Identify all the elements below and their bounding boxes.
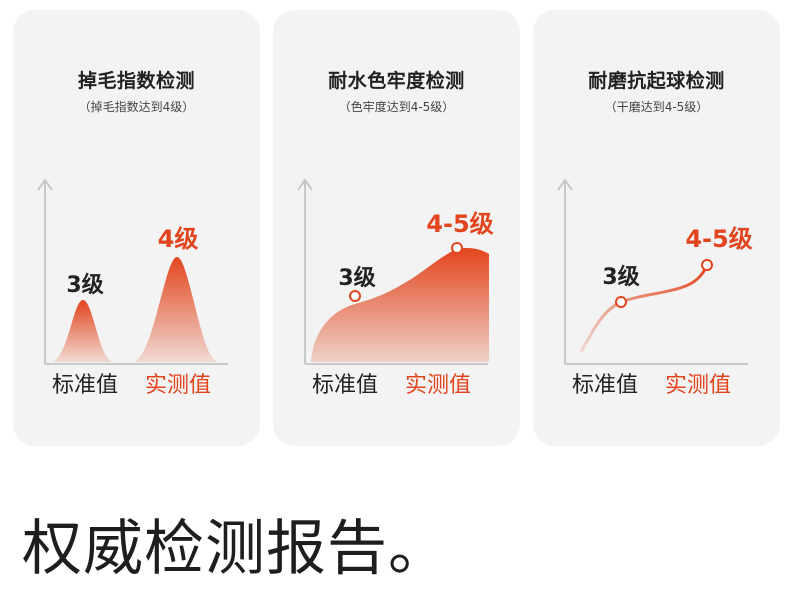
legend-standard: 标准值 xyxy=(572,373,638,398)
card-title: 耐磨抗起球检测 xyxy=(588,70,725,92)
standard-point xyxy=(615,296,627,308)
pilling-chart: 3级 4-5级 标准值 实测值 xyxy=(557,178,753,398)
actual-value-label: 4-5级 xyxy=(685,225,752,253)
trend-line xyxy=(579,264,709,353)
standard-value-label: 3级 xyxy=(602,264,639,290)
test-card-lint: 掉毛指数检测 （掉毛指数达到4级） 3级 4级 标准值 实测值 xyxy=(13,10,260,446)
legend-standard: 标准值 xyxy=(312,373,378,398)
test-card-pilling: 耐磨抗起球检测 （干磨达到4-5级） 3级 4-5级 标准值 实测值 xyxy=(533,10,780,446)
legend-standard: 标准值 xyxy=(52,373,118,398)
area-curve xyxy=(311,247,489,362)
actual-value-label: 4级 xyxy=(158,225,199,253)
standard-peak xyxy=(51,300,113,362)
lint-chart: 3级 4级 标准值 实测值 xyxy=(37,178,228,398)
test-card-color-fastness: 耐水色牢度检测 （色牢度达到4-5级） 3级 4-5级 标准值 实测值 xyxy=(273,10,520,446)
standard-value-label: 3级 xyxy=(338,265,375,291)
y-axis-arrow-icon xyxy=(557,178,573,191)
y-axis-arrow-icon xyxy=(297,178,313,191)
actual-point xyxy=(701,259,713,271)
actual-value-label: 4-5级 xyxy=(426,210,493,238)
color-fastness-chart: 3级 4-5级 标准值 实测值 xyxy=(297,178,494,398)
actual-peak xyxy=(133,257,218,362)
standard-point xyxy=(349,290,361,302)
legend-actual: 实测值 xyxy=(145,373,211,398)
legend-actual: 实测值 xyxy=(665,373,731,398)
headline: 权威检测报告。 xyxy=(22,514,449,584)
y-axis-arrow-icon xyxy=(37,178,53,191)
actual-point xyxy=(451,242,463,254)
card-title: 掉毛指数检测 xyxy=(77,70,195,92)
card-subtitle: （掉毛指数达到4级） xyxy=(78,100,195,114)
card-subtitle: （色牢度达到4-5级） xyxy=(338,100,455,114)
card-title: 耐水色牢度检测 xyxy=(328,70,465,92)
card-subtitle: （干磨达到4-5级） xyxy=(604,100,709,114)
standard-value-label: 3级 xyxy=(66,272,103,298)
legend-actual: 实测值 xyxy=(405,373,471,398)
